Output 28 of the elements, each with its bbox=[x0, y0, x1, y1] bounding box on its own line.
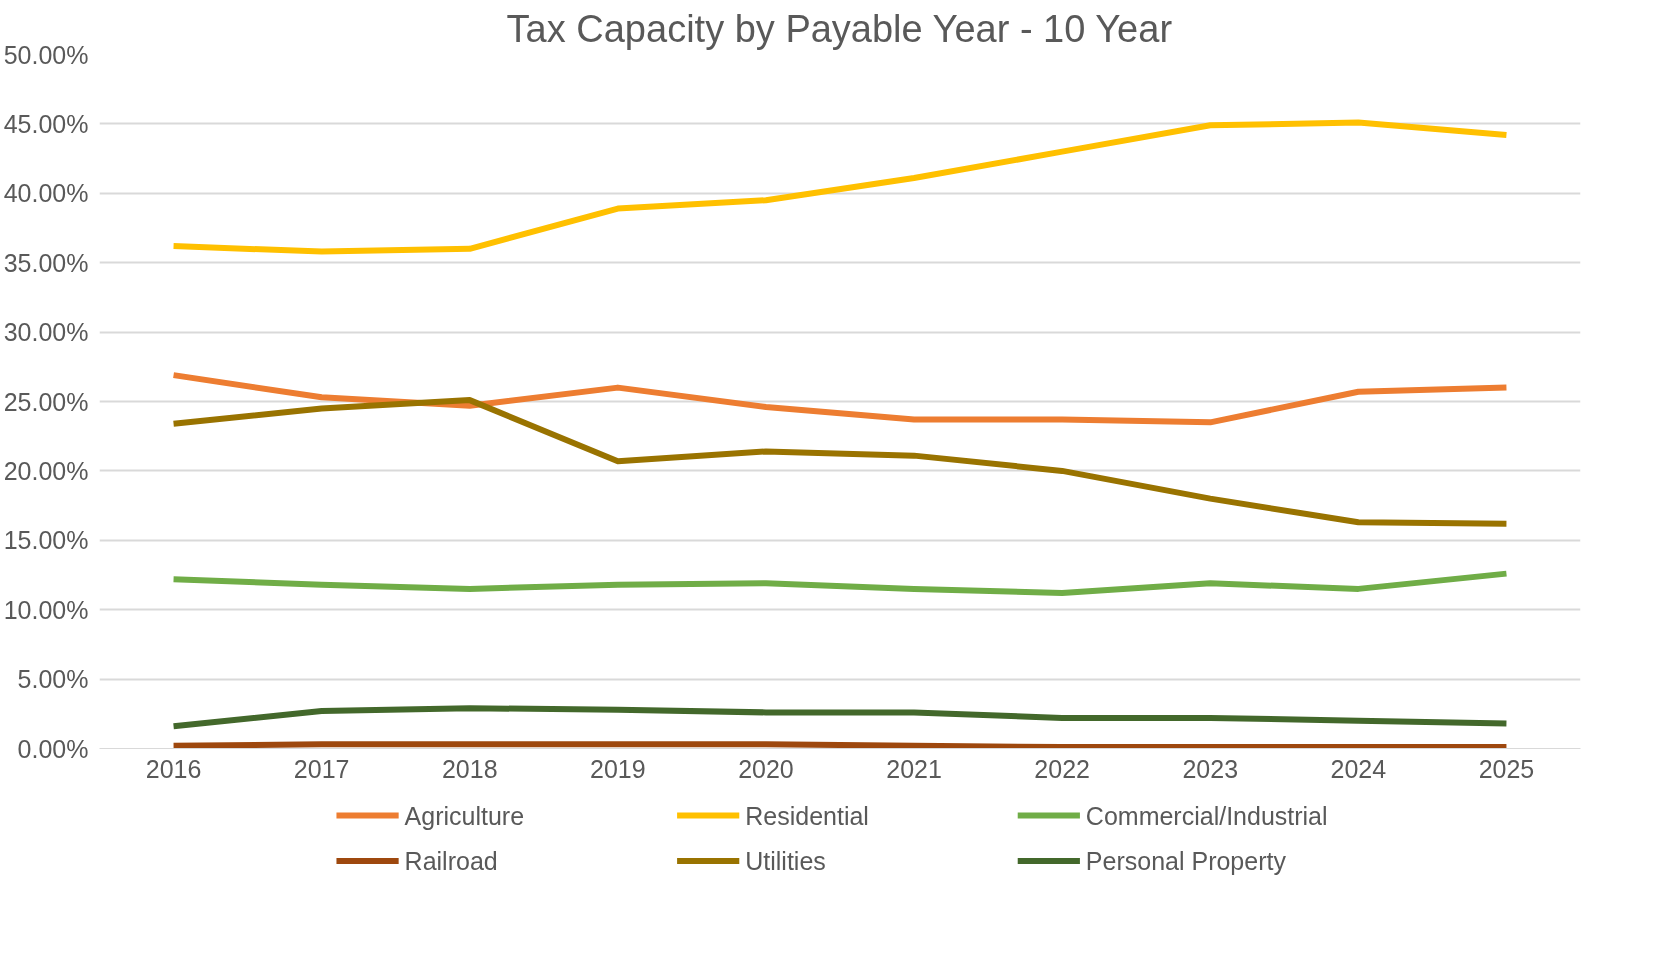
y-tick-label: 35.00% bbox=[3, 248, 89, 277]
y-tick-label: 20.00% bbox=[3, 456, 89, 485]
y-tick-label: 45.00% bbox=[3, 109, 89, 138]
x-tick-label: 2020 bbox=[738, 754, 794, 783]
x-tick-label: 2018 bbox=[441, 754, 498, 783]
y-tick-label: 5.00% bbox=[17, 665, 89, 694]
legend-label: Agriculture bbox=[404, 801, 525, 830]
x-tick-label: 2024 bbox=[1330, 754, 1387, 783]
y-tick-label: 50.00% bbox=[3, 40, 89, 69]
x-tick-label: 2019 bbox=[590, 754, 646, 783]
y-tick-label: 40.00% bbox=[3, 179, 89, 208]
x-tick-label: 2016 bbox=[145, 754, 202, 783]
x-tick-label: 2022 bbox=[1034, 754, 1090, 783]
chart-title: Tax Capacity by Payable Year - 10 Year bbox=[506, 7, 1173, 50]
x-tick-label: 2025 bbox=[1478, 754, 1535, 783]
legend-label: Railroad bbox=[404, 847, 498, 876]
y-tick-label: 30.00% bbox=[3, 318, 89, 347]
y-tick-label: 25.00% bbox=[3, 387, 89, 416]
legend-label: Utilities bbox=[745, 847, 826, 876]
x-tick-label: 2023 bbox=[1182, 754, 1239, 783]
y-tick-label: 10.00% bbox=[3, 595, 89, 624]
y-tick-label: 0.00% bbox=[17, 734, 89, 763]
legend-label: Commercial/Industrial bbox=[1085, 801, 1328, 830]
legend-label: Residential bbox=[745, 801, 869, 830]
x-tick-label: 2021 bbox=[886, 754, 942, 783]
y-tick-label: 15.00% bbox=[3, 526, 89, 555]
legend-label: Personal Property bbox=[1085, 847, 1287, 876]
x-tick-label: 2017 bbox=[293, 754, 350, 783]
